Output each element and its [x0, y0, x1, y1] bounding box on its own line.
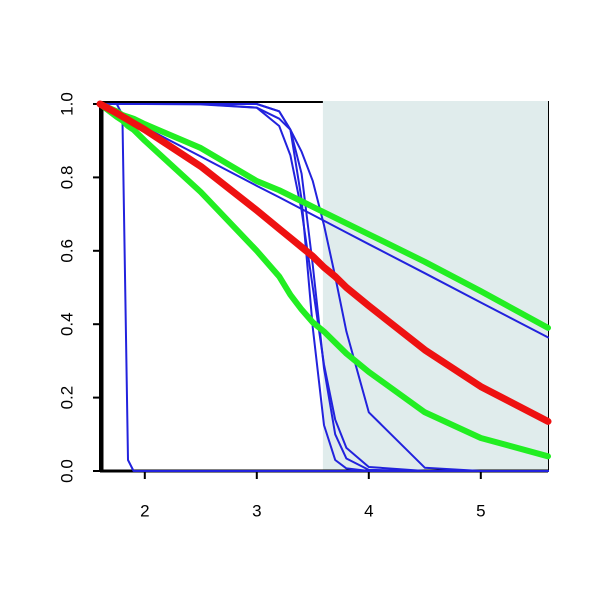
x-tick-label: 5	[476, 501, 485, 520]
x-tick-label: 4	[364, 501, 373, 520]
y-tick-label: 0.0	[57, 459, 76, 483]
y-tick-label: 0.8	[57, 166, 76, 190]
series-line	[97, 101, 551, 460]
y-tick-label: 0.4	[57, 312, 76, 336]
series-line	[96, 100, 552, 425]
highlight-region	[322, 101, 548, 471]
y-tick-label: 0.6	[57, 239, 76, 263]
y-tick-label: 1.0	[57, 92, 76, 116]
series-line	[99, 103, 549, 472]
x-tick-label: 2	[140, 501, 149, 520]
y-tick-label: 0.2	[57, 386, 76, 410]
x-tick-label: 3	[252, 501, 261, 520]
